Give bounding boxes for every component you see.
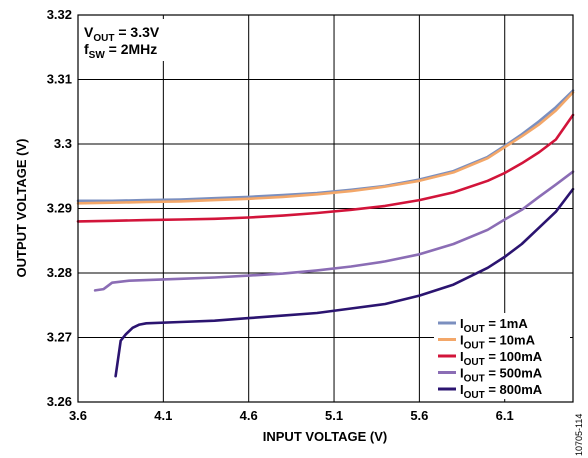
legend-entry-10ma: IOUT = 10mA (460, 333, 536, 352)
y-axis-title: OUTPUT VOLTAGE (V) (14, 139, 29, 278)
series-line-100ma (76, 113, 575, 223)
x-tick-label: 5.1 (325, 408, 343, 423)
series-line-800ma (114, 187, 575, 378)
legend-entry-100ma: IOUT = 100mA (460, 349, 543, 368)
y-tick-label: 3.32 (47, 7, 72, 22)
plot-frame (77, 14, 574, 403)
x-axis-title: INPUT VOLTAGE (V) (263, 429, 387, 444)
series-line-10ma (76, 91, 575, 205)
legend-entry-500ma: IOUT = 500mA (460, 366, 543, 385)
figure-id: 10705-114 (574, 414, 584, 456)
x-tick-labels: 3.6 4.1 4.6 5.1 5.6 6.1 (69, 408, 514, 423)
y-tick-label: 3.26 (47, 394, 72, 409)
legend-background (434, 313, 570, 399)
x-tick-label: 5.6 (410, 408, 428, 423)
x-tick-label: 6.1 (496, 408, 514, 423)
x-tick-label: 4.6 (240, 408, 258, 423)
y-tick-label: 3.27 (47, 330, 72, 345)
legend-entry-800ma: IOUT = 800mA (460, 382, 543, 401)
y-tick-label: 3.29 (47, 201, 72, 216)
series-line-500ma (93, 170, 575, 292)
y-tick-labels: 3.26 3.27 3.28 3.29 3.3 3.31 3.32 (47, 7, 72, 409)
y-tick-label: 3.31 (47, 72, 72, 87)
annotation-fsw: fSW = 2MHz (84, 41, 157, 61)
y-tick-label: 3.28 (47, 265, 72, 280)
y-tick-label: 3.3 (54, 136, 72, 151)
x-tick-label: 3.6 (69, 408, 87, 423)
legend-entry-1ma: IOUT = 1mA (460, 316, 528, 335)
annotation-background (82, 19, 200, 61)
series-lines (76, 89, 575, 378)
x-tick-label: 4.1 (154, 408, 172, 423)
grid (78, 15, 573, 402)
annotation-vout: VOUT = 3.3V (84, 24, 160, 44)
